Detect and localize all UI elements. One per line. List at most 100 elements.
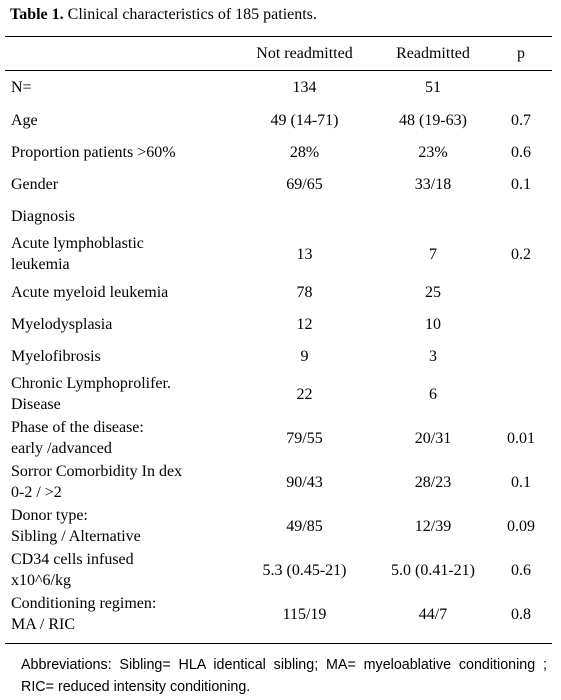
row-label-line-1: Chronic Lymphoprolifer. (11, 375, 171, 392)
readmitted-value: 51 (425, 78, 441, 96)
row-label: Sorror Comorbidity In dex 0-2 / >2 (5, 460, 233, 504)
table-caption-label: Table 1. (10, 6, 64, 23)
not-readmitted-value: 49/85 (286, 517, 323, 535)
p-value: 0.01 (507, 429, 535, 447)
table-row: N= 134 51 (5, 70, 552, 104)
readmitted-value: 20/31 (414, 429, 452, 447)
readmitted-value: 12/39 (414, 517, 452, 535)
row-label-line-1: Donor type: (11, 507, 88, 524)
row-label: Myelofibrosis (11, 347, 101, 365)
table-row: Sorror Comorbidity In dex 0-2 / >2 90/43 … (5, 460, 552, 504)
row-label-line-2: 0-2 / >2 (11, 484, 62, 501)
readmitted-value: 5.0 (0.41-21) (391, 561, 475, 579)
table-bottom-rule (5, 643, 552, 644)
readmitted-value (376, 200, 490, 232)
row-label: Myelodysplasia (11, 315, 113, 333)
row-label: Age (11, 111, 38, 129)
table-footnote: Abbreviations: Sibling= HLA identical si… (21, 657, 547, 695)
row-label: Gender (11, 175, 59, 193)
p-value (490, 70, 552, 104)
row-label-line-2: Disease (11, 396, 61, 413)
table-row: Myelodysplasia 12 10 (5, 308, 552, 340)
not-readmitted-value: 79/55 (286, 429, 323, 447)
table-header-row: Not readmitted Readmitted p (5, 37, 552, 70)
row-label-line-2: early /advanced (11, 440, 112, 457)
readmitted-value: 25 (425, 283, 441, 301)
readmitted-value: 48 (19-63) (399, 111, 467, 129)
table-header-rule (5, 70, 552, 71)
p-value: 0.7 (511, 111, 531, 129)
row-label: Chronic Lymphoprolifer. Disease (5, 372, 233, 416)
readmitted-value: 6 (429, 385, 437, 403)
not-readmitted-value (233, 200, 376, 232)
row-label-line-1: Sorror Comorbidity In dex (11, 463, 183, 480)
not-readmitted-value: 90/43 (286, 473, 323, 491)
not-readmitted-value: 49 (14-71) (270, 111, 339, 129)
table-row: Diagnosis (5, 200, 552, 232)
row-label-line-1: CD34 cells infused (11, 551, 134, 568)
row-label-line-2: Sibling / Alternative (11, 528, 141, 545)
row-label: Diagnosis (11, 207, 75, 225)
table-row: Phase of the disease: early /advanced 79/… (5, 416, 552, 460)
row-label: Donor type: Sibling / Alternative (5, 504, 233, 548)
table-row: Acute lymphoblastic leukemia 13 7 0.2 (5, 232, 552, 276)
table-row: Chronic Lymphoprolifer. Disease 22 6 (5, 372, 552, 416)
row-label: Acute myeloid leukemia (11, 283, 169, 301)
column-header-not-readmitted: Not readmitted (256, 45, 353, 62)
readmitted-value: 7 (429, 245, 437, 263)
p-value (490, 308, 552, 340)
not-readmitted-value: 69/65 (286, 175, 323, 193)
row-label: N= (11, 78, 32, 96)
clinical-characteristics-table: Not readmitted Readmitted p N= 134 51 Ag… (5, 37, 552, 636)
not-readmitted-value: 9 (300, 347, 309, 365)
p-value (490, 372, 552, 416)
readmitted-value: 10 (425, 315, 441, 333)
table-row: Myelofibrosis 9 3 (5, 340, 552, 372)
table-row: Gender 69/65 33/18 0.1 (5, 168, 552, 200)
row-label: Proportion patients >60% (11, 143, 176, 161)
readmitted-value: 28/23 (414, 473, 452, 491)
table-row: Age 49 (14-71) 48 (19-63) 0.7 (5, 104, 552, 136)
not-readmitted-value: 13 (296, 245, 313, 263)
column-header-readmitted: Readmitted (396, 45, 470, 62)
not-readmitted-value: 12 (296, 315, 313, 333)
p-value: 0.1 (511, 175, 531, 193)
table-row: Proportion patients >60% 28% 23% 0.6 (5, 136, 552, 168)
p-value: 0.2 (511, 245, 531, 263)
row-label-line-1: Conditioning regimen: (11, 595, 157, 612)
column-header-p: p (517, 45, 525, 62)
p-value (490, 200, 552, 232)
readmitted-value: 44/7 (418, 605, 448, 623)
column-header-characteristic (5, 37, 233, 70)
row-label: CD34 cells infused x10^6/kg (5, 548, 233, 592)
row-label-line-1: Acute lymphoblastic (11, 235, 144, 252)
table-row: Conditioning regimen: MA / RIC 115/19 44/… (5, 592, 552, 636)
table-top-rule (5, 36, 552, 37)
row-label-line-2: x10^6/kg (11, 572, 71, 589)
readmitted-value: 3 (429, 347, 437, 365)
row-label-line-2: MA / RIC (11, 616, 76, 633)
table-caption: Table 1. Clinical characteristics of 185… (10, 5, 317, 25)
not-readmitted-value: 28% (289, 143, 320, 161)
p-value: 0.8 (511, 605, 531, 623)
p-value (490, 340, 552, 372)
table-row: Acute myeloid leukemia 78 25 (5, 276, 552, 308)
readmitted-value: 23% (418, 143, 448, 161)
table-caption-text: Clinical characteristics of 185 patients… (63, 6, 317, 23)
row-label: Acute lymphoblastic leukemia (5, 232, 233, 276)
p-value (490, 276, 552, 308)
not-readmitted-value: 22 (296, 385, 313, 403)
p-value: 0.1 (511, 473, 531, 491)
table-row: Donor type: Sibling / Alternative 49/85 1… (5, 504, 552, 548)
not-readmitted-value: 78 (296, 283, 313, 301)
p-value: 0.6 (511, 143, 531, 161)
p-value: 0.6 (511, 561, 531, 579)
not-readmitted-value: 134 (292, 78, 317, 96)
row-label: Conditioning regimen: MA / RIC (5, 592, 233, 636)
row-label: Phase of the disease: early /advanced (5, 416, 233, 460)
readmitted-value: 33/18 (414, 175, 452, 193)
p-value: 0.09 (507, 517, 535, 535)
not-readmitted-value: 115/19 (282, 605, 327, 623)
table-row: CD34 cells infused x10^6/kg 5.3 (0.45-21)… (5, 548, 552, 592)
row-label-line-1: Phase of the disease: (11, 419, 144, 436)
